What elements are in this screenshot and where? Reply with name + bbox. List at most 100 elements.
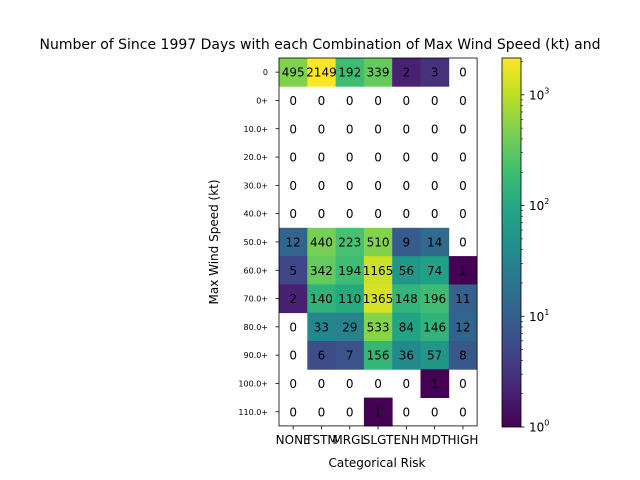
- cell-value-label: 0: [403, 405, 411, 419]
- cell-value-label: 0: [289, 320, 297, 334]
- cell-value-label: 0: [374, 179, 382, 193]
- heatmap-cell: [420, 341, 450, 370]
- heatmap-cell: [392, 256, 421, 285]
- cell-value-label: 1: [431, 377, 439, 391]
- heatmap-cell: [307, 312, 336, 342]
- y-tick-label: 0+: [256, 96, 268, 105]
- chart-title: Number of Since 1997 Days with each Comb…: [40, 37, 601, 53]
- cell-value-label: 29: [342, 320, 357, 334]
- cell-value-label: 0: [289, 179, 297, 193]
- colorbar-frame: [501, 57, 522, 428]
- cell-value-label: 8: [459, 349, 467, 363]
- cell-value-label: 0: [318, 405, 326, 419]
- heatmap-cell: [420, 256, 450, 285]
- y-tick-label: 0: [263, 68, 268, 77]
- cell-value-label: 33: [314, 320, 329, 334]
- cell-value-label: 0: [403, 377, 411, 391]
- cell-value-label: 0: [289, 94, 297, 108]
- heatmap-cell: [363, 284, 393, 314]
- x-tick-label: NONE: [276, 433, 311, 447]
- y-tick-label: 70.0+: [243, 295, 268, 304]
- cell-value-label: 0: [403, 151, 411, 165]
- cell-value-label: 5: [289, 264, 297, 278]
- cell-value-label: 146: [423, 320, 446, 334]
- cell-value-label: 192: [338, 66, 361, 80]
- cell-value-label: 0: [289, 377, 297, 391]
- heatmap-cell: [307, 341, 336, 370]
- x-tick-label: ENH: [394, 433, 420, 447]
- heatmap-cell: [335, 341, 365, 370]
- cell-value-label: 0: [374, 377, 382, 391]
- y-tick-label: 90.0+: [243, 351, 268, 360]
- cell-value-label: 57: [427, 349, 442, 363]
- cell-value-label: 7: [346, 349, 354, 363]
- heatmap-cell: [335, 58, 365, 87]
- heatmap-cell: [392, 312, 421, 342]
- cell-value-label: 12: [455, 320, 470, 334]
- cell-value-label: 0: [374, 151, 382, 165]
- cell-value-label: 2: [289, 292, 297, 306]
- heatmap-cell: [392, 227, 421, 257]
- cell-value-label: 56: [399, 264, 414, 278]
- cell-value-label: 196: [423, 292, 446, 306]
- cell-value-label: 36: [399, 349, 414, 363]
- heatmap-cell: [448, 256, 478, 285]
- heatmap-cell: [363, 58, 393, 87]
- x-axis-label: Categorical Risk: [328, 456, 425, 470]
- heatmap-cell: [420, 58, 450, 87]
- cell-value-label: 0: [459, 66, 467, 80]
- heatmap-cell: [279, 58, 308, 87]
- cell-value-label: 0: [459, 405, 467, 419]
- cell-value-label: 0: [346, 405, 354, 419]
- x-tick-label: MDT: [421, 433, 449, 447]
- heatmap-cell: [335, 284, 365, 314]
- cell-value-label: 1365: [363, 292, 394, 306]
- cell-value-label: 0: [459, 179, 467, 193]
- colorbar-tick-label: 102: [529, 197, 549, 213]
- x-tick-label: SLGT: [363, 433, 394, 447]
- y-tick-label: 80.0+: [243, 323, 268, 332]
- cell-value-label: 0: [346, 151, 354, 165]
- cell-value-label: 0: [459, 377, 467, 391]
- cell-value-label: 0: [431, 94, 439, 108]
- cell-value-label: 156: [367, 349, 390, 363]
- cell-value-label: 0: [289, 405, 297, 419]
- colorbar-tick-label: 101: [529, 308, 549, 324]
- heatmap-cell: [363, 341, 393, 370]
- cell-value-label: 0: [431, 122, 439, 136]
- heatmap-cell: [420, 227, 450, 257]
- heatmap-cell: [448, 284, 478, 314]
- y-tick-label: 50.0+: [243, 238, 268, 247]
- heatmap-cell: [392, 341, 421, 370]
- cell-value-label: 0: [318, 122, 326, 136]
- heatmap-cell: [420, 284, 450, 314]
- y-tick-label: 10.0+: [243, 125, 268, 134]
- cell-value-label: 0: [403, 94, 411, 108]
- cell-value-label: 14: [427, 235, 442, 249]
- heatmap-cell: [279, 284, 308, 314]
- cell-value-label: 0: [289, 151, 297, 165]
- cell-value-label: 2149: [306, 66, 337, 80]
- cell-value-label: 0: [431, 179, 439, 193]
- cell-value-label: 0: [289, 349, 297, 363]
- heatmap-cell: [420, 312, 450, 342]
- heatmap-cell: [307, 256, 336, 285]
- cell-value-label: 140: [310, 292, 333, 306]
- cell-value-label: 0: [346, 179, 354, 193]
- y-tick-label: 20.0+: [243, 153, 268, 162]
- y-tick-label: 30.0+: [243, 181, 268, 190]
- cell-value-label: 0: [318, 179, 326, 193]
- cell-value-label: 0: [318, 151, 326, 165]
- cell-value-label: 1: [459, 264, 467, 278]
- cell-value-label: 510: [367, 235, 390, 249]
- y-tick-label: 40.0+: [243, 210, 268, 219]
- cell-value-label: 74: [427, 264, 442, 278]
- cell-value-label: 223: [338, 235, 361, 249]
- colorbar: 100 101 102 103: [501, 57, 549, 435]
- cell-value-label: 0: [374, 122, 382, 136]
- colorbar-tick-label: 100: [529, 419, 549, 435]
- colorbar-tick-label: 103: [529, 86, 549, 102]
- cell-value-label: 0: [459, 94, 467, 108]
- cell-value-label: 0: [374, 94, 382, 108]
